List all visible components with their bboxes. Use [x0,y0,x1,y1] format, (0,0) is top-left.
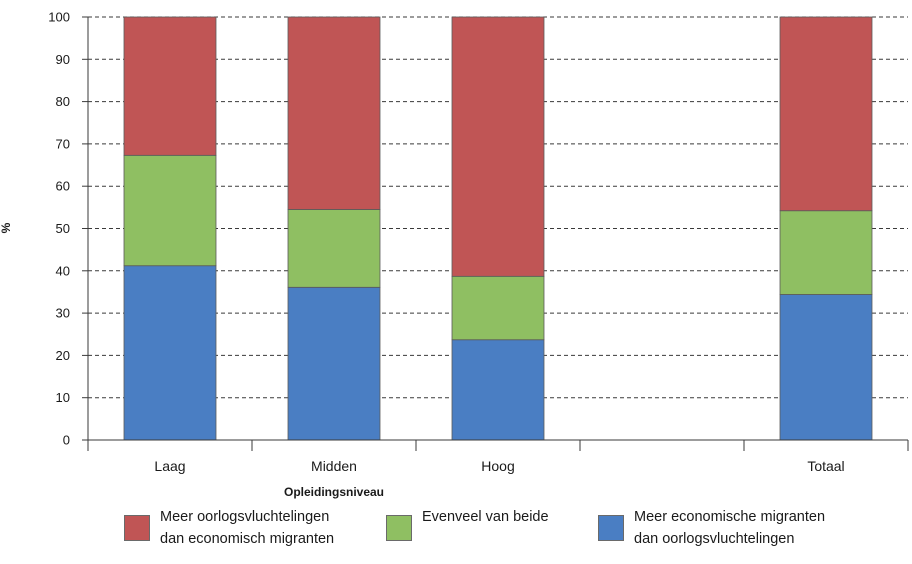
bar-segment [123,154,217,267]
bar-segment [287,209,381,288]
bar-segment [779,294,873,441]
y-tick-label: 40 [56,263,70,278]
x-axis-label: Opleidingsniveau [284,485,384,499]
legend-item-oorlogsvluchtelingen: Meer oorlogsvluchtelingen dan economisch… [124,506,334,550]
y-tick-label: 10 [56,390,70,405]
bar-segment [123,16,217,156]
stacked-bar-chart: 0 10 20 30 40 50 60 70 80 90 100 Laag Midden Hoog Tot… [0,10,909,499]
legend-item-economische-migranten: Meer economische migranten dan oorlogsvl… [598,506,825,550]
bar-segment [287,16,381,210]
axes [82,16,909,451]
bar-segment [451,339,545,441]
bar-segment [451,16,545,277]
bar-segment [779,210,873,295]
y-tick-label: 50 [56,221,70,236]
y-axis-label: % [0,222,13,233]
legend-label: Evenveel van beide [422,509,549,525]
y-tick-label: 30 [56,306,70,321]
x-tick-label: Laag [154,458,185,474]
x-tick-labels: Laag Midden Hoog Totaal [154,458,844,474]
y-tick-label: 80 [56,94,70,109]
bar-segment [779,16,873,212]
legend-label: Meer oorlogsvluchtelingen dan economisch… [160,509,335,547]
legend-swatch [124,515,150,541]
bar-segment [451,275,545,341]
bar-segment [123,265,217,441]
x-tick-label: Totaal [807,458,844,474]
x-tick-label: Hoog [481,458,514,474]
y-tick-label: 100 [48,10,70,25]
y-tick-label: 0 [63,433,70,448]
y-tick-label: 90 [56,52,70,67]
y-tick-label: 20 [56,348,70,363]
y-tick-label: 60 [56,179,70,194]
legend-swatch [598,515,624,541]
bar-segment [287,286,381,441]
y-tick-labels: 0 10 20 30 40 50 60 70 80 90 100 [48,10,70,448]
y-tick-label: 70 [56,136,70,151]
bars [123,16,873,441]
legend-item-evenveel: Evenveel van beide [386,506,549,541]
x-tick-label: Midden [311,458,357,474]
legend-swatch [386,515,412,541]
legend-label: Meer economische migranten dan oorlogsvl… [634,509,826,547]
legend: Meer oorlogsvluchtelingen dan economisch… [0,506,912,564]
